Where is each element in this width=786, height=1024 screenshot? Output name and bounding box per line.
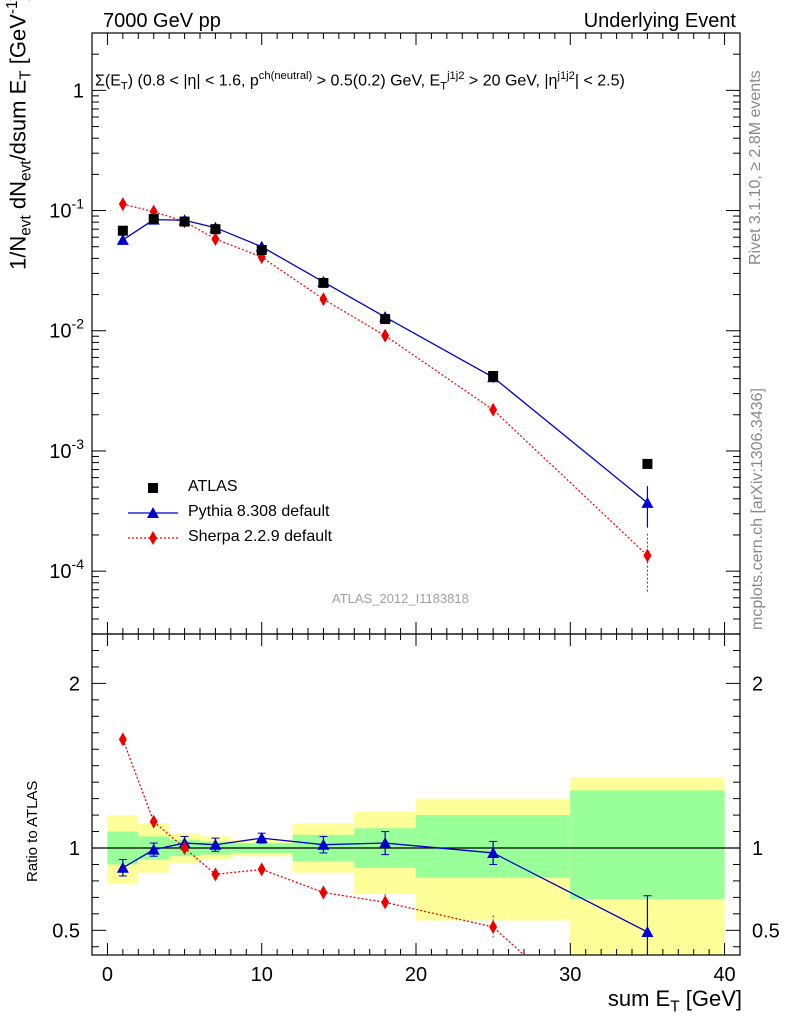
ratio-pythia-point: [147, 843, 160, 855]
ratio-y-tick-label-right: 2: [752, 673, 763, 695]
x-tick-label: 40: [713, 964, 735, 986]
y-tick-label: 10-3: [49, 436, 84, 463]
ratio-sherpa-line: [122, 739, 525, 956]
pythia-line: [122, 218, 648, 504]
ratio-pythia-point: [379, 837, 392, 849]
ratio-y-tick-label: 0.5: [52, 920, 80, 942]
legend-atlas: ATLAS: [188, 478, 238, 495]
legend-pythia: Pythia 8.308 default: [188, 503, 330, 520]
atlas-point: [642, 458, 653, 469]
ratio-y-tick-label: 1: [69, 838, 80, 860]
atlas-point: [148, 214, 159, 225]
atlas-point: [380, 314, 391, 325]
data-marks: [116, 197, 654, 956]
mcplots-label: mcplots.cern.ch [arXiv:1306.3436]: [749, 388, 766, 630]
ratio-sherpa-point: [381, 895, 390, 910]
ratio-pythia-point: [116, 861, 129, 873]
green-band-bin: [570, 790, 725, 900]
ratio-sherpa-point: [180, 841, 189, 855]
selection-annotation: Σ(ET) (0.8 < |η| < 1.6, pch(neutral) > 0…: [95, 70, 625, 93]
sherpa-point: [381, 328, 390, 343]
legend-sherpa: Sherpa 2.2.9 default: [188, 528, 333, 545]
y-tick-label: 10-2: [49, 316, 84, 343]
x-tick-label: 0: [102, 964, 113, 986]
pythia-point: [116, 233, 129, 245]
legend-pythia-marker: [147, 507, 159, 518]
analysis-watermark: ATLAS_2012_I1183818: [332, 591, 469, 606]
sherpa-point: [118, 197, 127, 212]
ratio-ylabel: Ratio to ATLAS: [24, 780, 41, 882]
atlas-point: [210, 224, 221, 235]
y-tick-label: 10-4: [49, 556, 84, 583]
axes: 0 10 20 30 40 1 10-1 10-2 10-3 10-4 0.5 0.5 1 1 2 2: [49, 32, 780, 986]
sherpa-point: [211, 231, 220, 246]
ratio-sherpa-point: [149, 814, 158, 829]
sherpa-point: [489, 402, 498, 417]
pythia-point: [641, 496, 654, 508]
ratio-sherpa-point: [257, 862, 266, 877]
ratio-y-tick-label: 2: [69, 673, 80, 695]
ratio-pythia-point: [487, 846, 500, 858]
ratio-pythia-point: [317, 838, 330, 850]
atlas-point: [318, 277, 329, 288]
header-title: Underlying Event: [583, 10, 736, 32]
x-axis-title: sum ET [GeV]: [607, 986, 742, 1016]
sherpa-point: [319, 292, 328, 307]
atlas-point: [256, 244, 267, 255]
ratio-pythia-point: [641, 925, 654, 937]
header-energy: 7000 GeV pp: [103, 10, 221, 32]
ratio-sherpa-point: [489, 920, 498, 935]
y-tick-label: 1: [73, 80, 84, 102]
ratio-sherpa-point: [118, 732, 127, 747]
y-tick-label: 10-1: [49, 196, 84, 223]
sherpa-point: [643, 548, 652, 563]
ratio-sherpa-point: [319, 885, 328, 900]
legend-markers: [128, 483, 178, 545]
x-tick-label: 30: [559, 964, 581, 986]
ratio-bands: [92, 777, 740, 955]
atlas-point: [117, 225, 128, 236]
atlas-point: [488, 371, 499, 382]
legend-atlas-marker: [148, 483, 158, 493]
rivet-label: Rivet 3.1.10, ≥ 2.8M events: [747, 70, 764, 265]
main-ylabel: 1/Nevt dNevt/dsum ET [GeV-1]: [4, 0, 35, 270]
ratio-y-tick-label-right: 0.5: [752, 920, 780, 942]
x-tick-label: 20: [405, 964, 427, 986]
ratio-y-tick-label-right: 1: [752, 838, 763, 860]
legend-sherpa-marker: [149, 531, 157, 545]
ratio-sherpa-point: [211, 867, 220, 882]
atlas-point: [179, 216, 190, 227]
ratio-pythia-point: [255, 832, 268, 844]
x-tick-label: 10: [251, 964, 273, 986]
ratio-pythia-point: [209, 838, 222, 850]
